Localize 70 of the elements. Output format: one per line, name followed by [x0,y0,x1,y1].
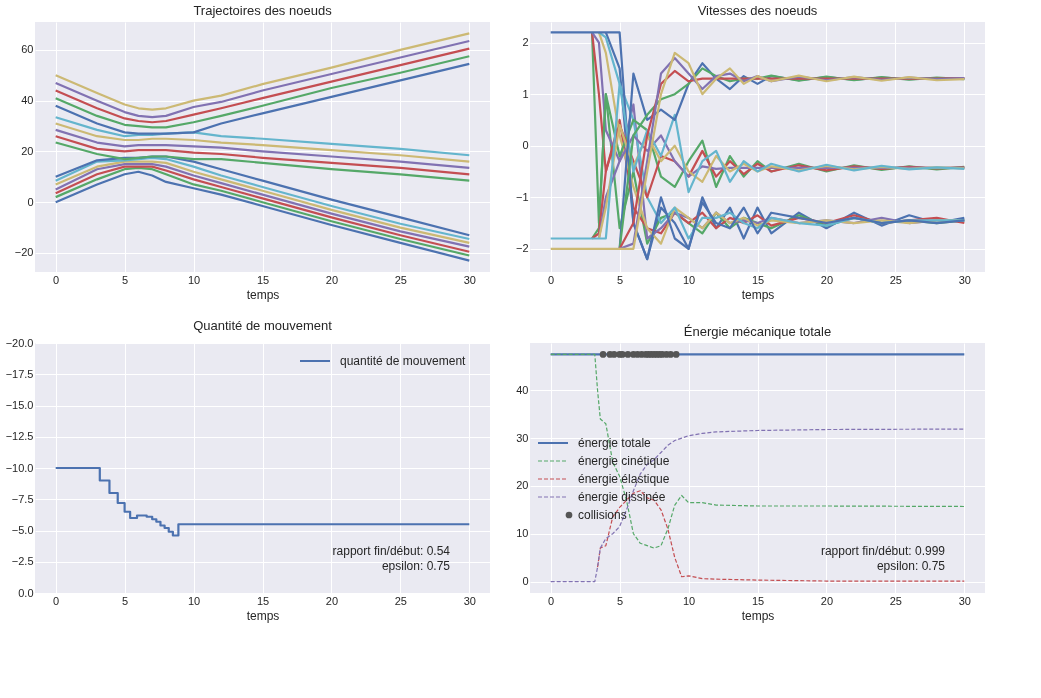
x-tick-label: 15 [256,594,270,607]
legend-label: énergie cinétique [578,454,670,468]
y-tick-label: 1 [522,87,529,100]
legend-label: collisions [578,508,627,522]
x-tick-label: 0 [53,273,60,286]
annotation: rapport fin/début: 0.999 [820,544,946,558]
y-tick-label: 0 [522,139,529,152]
x-axis-title: temps [741,287,775,302]
chart-title: Quantité de mouvement [193,318,333,333]
chart-title: Trajectoires des noeuds [193,3,333,18]
y-tick-label: −10.0 [5,461,34,474]
legend-label: quantité de mouvement [340,354,467,368]
y-tick-label: 20 [21,144,34,157]
chart-title: Énergie mécanique totale [683,324,832,339]
y-tick-label: −7.5 [11,492,34,505]
legend-label: énergie élastique [578,472,670,486]
x-tick-label: 10 [187,273,201,286]
x-tick-label: 25 [889,273,902,286]
y-tick-label: −2.5 [11,555,34,568]
y-tick-label: 0 [522,575,529,588]
y-tick-label: −20.0 [5,336,34,349]
x-tick-label: 0 [548,273,555,286]
x-tick-label: 15 [751,273,765,286]
x-tick-label: 20 [820,594,834,607]
y-tick-label: 20 [516,479,529,492]
x-axis-title: temps [246,287,280,302]
y-tick-label: 30 [516,431,529,444]
legend-label: énergie totale [578,436,652,450]
annotation: epsilon: 0.75 [876,559,946,573]
x-tick-label: 30 [958,273,971,286]
annotation: epsilon: 0.75 [381,559,451,573]
y-tick-label: 60 [21,43,34,56]
y-tick-label: −12.5 [5,430,34,443]
x-tick-label: 5 [617,594,624,607]
x-tick-label: 20 [325,273,339,286]
x-tick-label: 10 [187,594,201,607]
x-tick-label: 25 [394,594,407,607]
y-tick-label: −2 [515,242,529,255]
y-tick-label: −20 [14,246,34,259]
legend-label: énergie dissipée [578,490,666,504]
x-tick-label: 30 [463,273,476,286]
x-axis-title: temps [246,608,280,623]
x-tick-label: 15 [256,273,270,286]
chart-title: Vitesses des noeuds [697,3,818,18]
x-tick-label: 5 [122,594,129,607]
x-tick-label: 20 [820,273,834,286]
x-tick-label: 30 [958,594,971,607]
y-tick-label: 0.0 [18,586,34,599]
x-tick-label: 0 [548,594,555,607]
x-tick-label: 15 [751,594,765,607]
x-tick-label: 25 [394,273,407,286]
y-tick-label: 2 [522,36,529,49]
x-axis-title: temps [741,608,775,623]
annotation: rapport fin/début: 0.54 [332,544,451,558]
x-tick-label: 30 [463,594,476,607]
y-tick-label: −17.5 [5,367,34,380]
y-tick-label: 40 [516,383,529,396]
x-tick-label: 5 [122,273,129,286]
x-tick-label: 0 [53,594,60,607]
x-tick-label: 10 [682,594,696,607]
y-tick-label: −15.0 [5,399,34,411]
x-tick-label: 10 [682,273,696,286]
y-tick-label: 40 [21,94,34,107]
x-tick-label: 5 [617,273,624,286]
y-tick-label: −5.0 [11,524,34,536]
x-tick-label: 25 [889,594,902,607]
y-tick-label: −1 [515,190,529,203]
y-tick-label: 10 [516,527,529,540]
y-tick-label: 0 [27,195,34,208]
x-tick-label: 20 [325,594,339,607]
